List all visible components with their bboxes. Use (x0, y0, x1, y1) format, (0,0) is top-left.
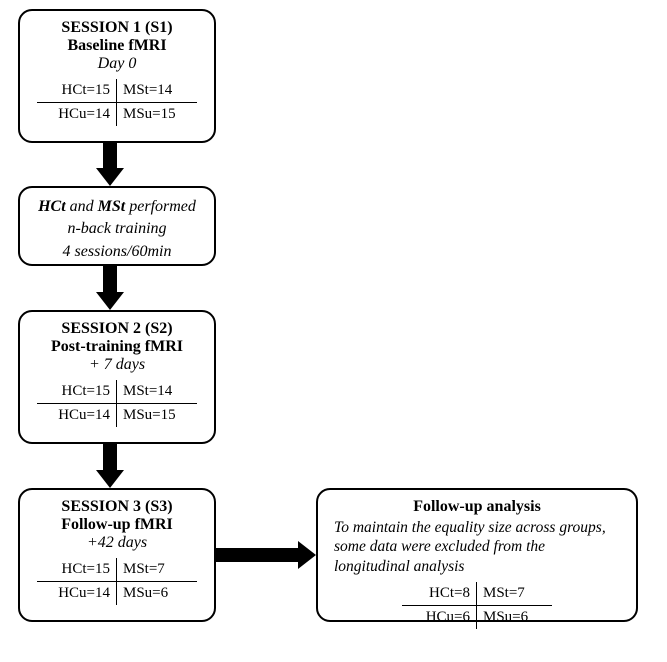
training-line3: 4 sessions/60min (26, 241, 208, 263)
s3-hcu: HCu=14 (37, 582, 117, 605)
session-2-title: SESSION 2 (S2) (26, 320, 208, 338)
arrow-shaft-a4 (216, 548, 298, 562)
session-3-day: +42 days (26, 534, 208, 552)
arrow-shaft-a1 (103, 143, 117, 168)
training-hct: HCt (38, 198, 66, 215)
session-3-quad: HCt=15 MSt=7 HCu=14 MSu=6 (37, 558, 197, 605)
followup-quad: HCt=8 MSt=7 HCu=6 MSu=6 (402, 582, 552, 629)
arrow-head-a2 (96, 292, 124, 310)
fu-hct: HCt=8 (402, 582, 477, 606)
s1-hcu: HCu=14 (37, 103, 117, 126)
training-and: and (66, 198, 98, 215)
session-3-title: SESSION 3 (S3) (26, 498, 208, 516)
s3-hct: HCt=15 (37, 558, 117, 582)
session-1-sub: Baseline fMRI (26, 37, 208, 55)
s1-mst: MSt=14 (117, 79, 197, 103)
session-3-box: SESSION 3 (S3) Follow-up fMRI +42 days H… (18, 488, 216, 622)
session-3-sub: Follow-up fMRI (26, 516, 208, 534)
arrow-head-a3 (96, 470, 124, 488)
fu-msu: MSu=6 (477, 606, 552, 629)
s2-hct: HCt=15 (37, 380, 117, 404)
s1-hct: HCt=15 (37, 79, 117, 103)
session-2-quad: HCt=15 MSt=14 HCu=14 MSu=15 (37, 380, 197, 427)
followup-title: Follow-up analysis (324, 498, 630, 516)
s2-mst: MSt=14 (117, 380, 197, 404)
session-2-day: + 7 days (26, 356, 208, 374)
s3-mst: MSt=7 (117, 558, 197, 582)
session-1-quad: HCt=15 MSt=14 HCu=14 MSu=15 (37, 79, 197, 126)
training-box: HCt and MSt performed n-back training 4 … (18, 186, 216, 266)
followup-desc: To maintain the equality size across gro… (324, 518, 630, 582)
training-line1: HCt and MSt performed (26, 196, 208, 218)
fu-mst: MSt=7 (477, 582, 552, 606)
arrow-shaft-a3 (103, 444, 117, 470)
s1-msu: MSu=15 (117, 103, 197, 126)
session-2-box: SESSION 2 (S2) Post-training fMRI + 7 da… (18, 310, 216, 444)
arrow-head-a1 (96, 168, 124, 186)
s2-hcu: HCu=14 (37, 404, 117, 427)
training-mst: MSt (98, 198, 126, 215)
followup-box: Follow-up analysis To maintain the equal… (316, 488, 638, 622)
session-1-title: SESSION 1 (S1) (26, 19, 208, 37)
session-1-box: SESSION 1 (S1) Baseline fMRI Day 0 HCt=1… (18, 9, 216, 143)
fu-hcu: HCu=6 (402, 606, 477, 629)
session-1-day: Day 0 (26, 55, 208, 73)
arrow-head-a4 (298, 541, 316, 569)
s2-msu: MSu=15 (117, 404, 197, 427)
session-2-sub: Post-training fMRI (26, 338, 208, 356)
s3-msu: MSu=6 (117, 582, 197, 605)
training-performed: performed (125, 198, 196, 215)
arrow-shaft-a2 (103, 266, 117, 292)
training-line2: n-back training (26, 218, 208, 240)
